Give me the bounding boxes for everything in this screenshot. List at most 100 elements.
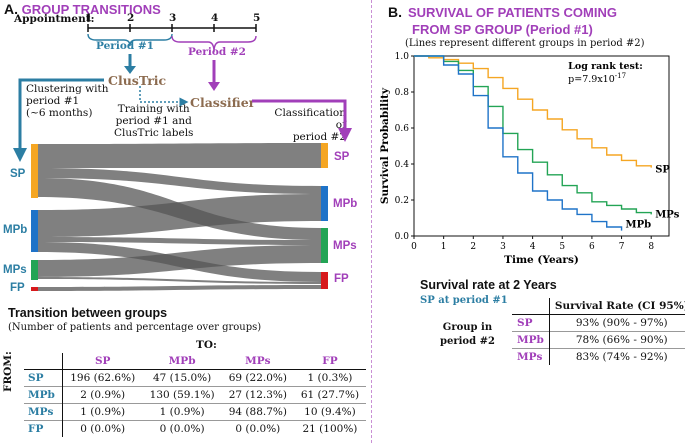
flow-sp-sp [37,143,321,168]
right-bar-mpb [321,186,328,221]
right-bar-sp [321,143,328,168]
y-tick-label: 1.0 [395,52,410,62]
training-note-line: ClusTric labels [114,127,194,139]
col-mps: MPs [245,355,271,367]
col-fp: FP [322,355,338,367]
left-bar-mps [31,260,38,280]
table-row: MPb 2 (0.9%) 130 (59.1%) 27 (12.3%) 61 (… [24,386,366,404]
period-1-label: Period #1 [96,40,154,52]
survival-corner [512,298,550,315]
to-label: TO: [196,339,217,351]
x-tick-label: 2 [470,242,476,252]
table-cell: 130 (59.1%) [149,389,215,401]
right-label-sp: SP [334,151,350,163]
table-cell: 47 (15.0%) [152,372,212,384]
survival-title: Survival rate at 2 Years [420,278,557,292]
classification-note-line: Classification of [274,107,346,131]
arrow-head-clustering [13,148,27,162]
table-cell: 61 (27.7%) [300,389,360,401]
x-tick-label: 8 [648,242,654,252]
row-label: MPb [24,386,63,404]
classification-note-line: period #2 [292,131,346,143]
row-label: FP [24,420,63,437]
arrow-classification [252,99,347,130]
period-2-label: Period #2 [188,46,246,58]
panel-a-diagram [13,24,352,291]
series-label-mpb: MPb [626,220,652,231]
right-label-mps: MPs [333,240,357,252]
y-tick-label: 0.6 [395,124,410,134]
left-bar-fp [31,287,38,291]
row-label: MPs [512,348,550,365]
clustering-note-line: (~6 months) [26,107,93,119]
panel-b-heading-1: SURVIVAL OF PATIENTS COMING [408,5,617,20]
from-label: FROM: [2,342,14,392]
col-mpb: MPb [168,355,196,367]
flow-fp-fp [37,285,321,291]
sankey-flows [37,143,321,291]
table-cell: 94 (88.7%) [228,406,287,418]
table-cell: 27 (12.3%) [228,389,287,401]
series-label-sp: SP [655,165,670,176]
km-curve-mpb [414,55,623,231]
survival-table: Survival Rate (CI 95%) SP 93% (90% - 97%… [512,298,685,365]
table-row: MPb 78% (66% - 90%) [512,331,685,349]
flow-mpb-mpb [37,194,321,237]
table-cell: 69 (22.0%) [228,372,287,384]
series-label-mps: MPs [655,209,680,220]
table-cell: 2 (0.9%) [80,389,126,401]
training-note-line: Training with [117,103,190,115]
arrow-training [139,86,189,107]
tick-4: 4 [211,12,219,24]
table-row: MPs 83% (74% - 92%) [512,348,685,365]
survival-chart: 0 1 2 3 4 5 6 7 8 0.0 0.2 0.4 0.6 0.8 1.0 Time (Years) S… [379,52,680,266]
transition-subtitle: (Number of patients and percentage over … [8,322,262,333]
left-bar-mpb [31,210,38,252]
table-cell: 10 (9.4%) [304,406,356,418]
panel-a-heading: GROUP TRANSITIONS [21,2,161,17]
logrank-exponent: -17 [615,72,626,80]
table-cell: 196 (62.6%) [70,372,136,384]
from-label-text: FROM: [2,351,14,392]
left-label-sp: SP [10,168,26,180]
table-cell: 83% (74% - 92%) [575,351,668,363]
clustering-note-line: Clustering with [26,83,109,95]
arrow-clustering [18,78,104,150]
panel-b-heading-2: FROM SP GROUP (Period #1) [412,22,593,37]
right-label-fp: FP [334,273,349,285]
x-tick-label: 6 [589,242,595,252]
flow-mps-mps [37,245,321,277]
tick-3: 3 [169,12,177,24]
col-sp: SP [94,355,111,367]
panel-a-letter: A. [4,1,18,17]
left-label-fp: FP [10,282,25,294]
training-note-line: period #1 and [115,115,192,127]
row-label: MPb [512,331,550,349]
right-bar-fp [321,272,328,289]
group-label-line: Group in [442,322,493,333]
logrank-title: Log rank test: [568,61,643,72]
panel-a-title: A. GROUP TRANSITIONS [4,1,161,17]
panel-b-note: (Lines represent different groups in per… [405,38,645,49]
group-label: Group in period #2 [440,321,495,349]
flow-mps-fp [37,277,321,284]
table-cell: 0 (0.0%) [80,423,126,435]
x-tick-label: 1 [441,242,447,252]
right-label-mpb: MPb [333,198,358,210]
logrank-value: p=7.9x10-17 [568,72,626,85]
timeline-ticks [87,24,257,32]
clustric-label: ClusTric [108,73,167,88]
panel-divider [371,0,372,443]
classifier-label: Classifier [190,95,256,110]
table-cell: 1 (0.3%) [307,372,353,384]
plot-frame [413,55,670,237]
arrow-head-classification [338,128,352,142]
table-cell: 93% (90% - 97%) [575,317,668,329]
group-label-line: period #2 [440,336,495,347]
table-row: SP 196 (62.6%) 47 (15.0%) 69 (22.0%) 1 (… [24,369,366,387]
y-tick-label: 0.0 [395,232,410,242]
table-row: MPs 1 (0.9%) 1 (0.9%) 94 (88.7%) 10 (9.4… [24,403,366,421]
corner-cell [24,353,63,370]
y-tick-label: 0.4 [395,160,410,170]
panel-b-title-line1: B. SURVIVAL OF PATIENTS COMING [388,4,617,21]
